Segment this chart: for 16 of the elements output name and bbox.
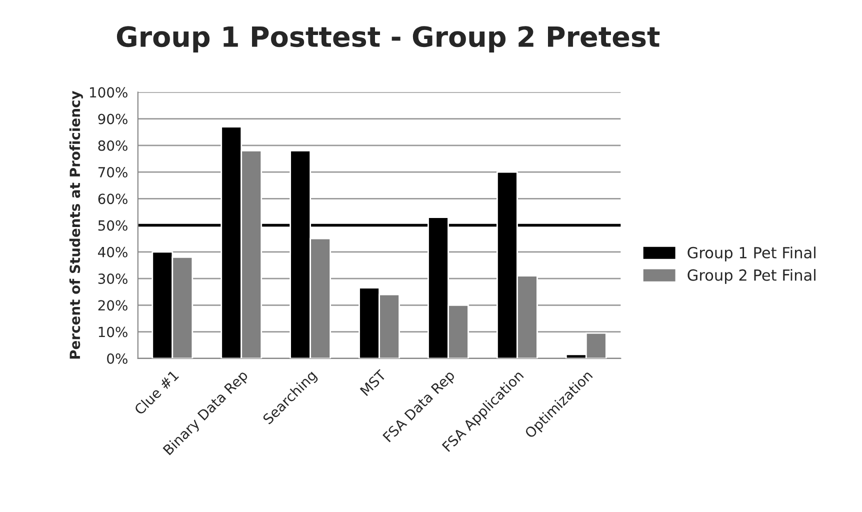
y-tick-label: 80% <box>98 140 128 151</box>
y-tick-label: 50% <box>98 220 128 231</box>
y-tick-label: 60% <box>98 194 128 204</box>
legend-label: Group 2 Pet Final <box>688 269 816 284</box>
y-tick-label: 0% <box>107 353 128 364</box>
y-tick-label: 10% <box>98 326 128 338</box>
y-tick-label: 20% <box>98 300 128 311</box>
legend-label: Group 1 Pet Final <box>688 246 816 262</box>
y-tick-label: 100% <box>90 87 128 98</box>
x-tick-label: Clue #1 <box>134 370 180 416</box>
y-tick-label: 90% <box>98 114 128 124</box>
y-tick-label: 30% <box>98 273 128 284</box>
y-tick-label: 40% <box>98 246 128 258</box>
chart-title: Group 1 Posttest - Group 2 Pretest <box>116 26 660 52</box>
y-tick-label: 70% <box>98 167 128 178</box>
y-axis-title: Percent of Students at Proficiency <box>69 90 83 359</box>
